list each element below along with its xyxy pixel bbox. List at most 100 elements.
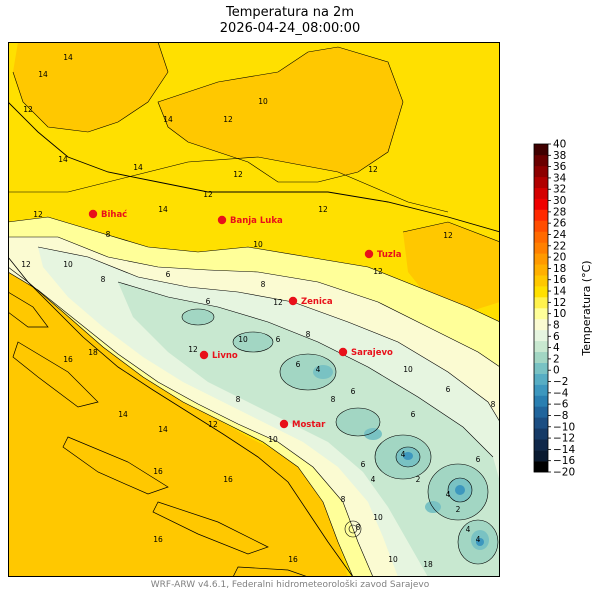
contour-label: 14 <box>133 163 143 172</box>
city-label: Sarajevo <box>351 348 393 358</box>
colorbar-tick-label: −2 <box>553 376 568 388</box>
contour-label: 12 <box>373 267 383 276</box>
city-marker <box>199 350 209 360</box>
colorbar-block <box>534 209 548 221</box>
contour-label: 4 <box>371 475 376 484</box>
contour-label: 14 <box>63 53 73 62</box>
colorbar-block <box>534 264 548 276</box>
colorbar-block <box>534 176 548 189</box>
contour-label: 12 <box>23 105 33 114</box>
colorbar-block <box>534 318 548 331</box>
contour-label: 18 <box>423 560 433 569</box>
colorbar-tick-label: −20 <box>553 467 575 479</box>
contour-label: 14 <box>58 155 68 164</box>
colorbar-block <box>534 395 548 407</box>
contour-label: 6 <box>206 297 211 306</box>
colorbar-tick-label: 10 <box>553 308 566 320</box>
colorbar-tick-label: −4 <box>553 387 569 399</box>
colorbar-tick-label: 28 <box>553 206 566 218</box>
city-label: Banja Luka <box>230 216 283 226</box>
contour-label: 4 <box>446 490 451 499</box>
contour-label: 8 <box>106 230 111 239</box>
city-marker <box>217 215 227 225</box>
credit-line: WRF-ARW v4.6.1, Federalni hidrometeorolo… <box>150 580 430 590</box>
colorbar-block <box>534 220 548 232</box>
contour-label: 16 <box>63 355 73 364</box>
colorbar-tick-label: 8 <box>553 319 560 331</box>
colorbar-label: Temperatura (°C) <box>580 260 593 356</box>
contour-label: 12 <box>33 210 43 219</box>
islands <box>8 291 309 577</box>
colorbar-block <box>534 198 548 210</box>
contour-label: 12 <box>273 298 283 307</box>
contour-label: 10 <box>238 335 248 344</box>
contour-label: 8 <box>491 400 496 409</box>
country-border <box>8 101 500 233</box>
contour-label: 14 <box>163 115 173 124</box>
contour-label: 14 <box>38 70 48 79</box>
city-marker <box>364 249 374 259</box>
city-marker <box>88 209 98 219</box>
contour-label: 12 <box>208 420 218 429</box>
contour-label: 4 <box>401 450 406 459</box>
colorbar-block <box>534 144 548 156</box>
contour-label: 8 <box>341 495 346 504</box>
contour-label: 16 <box>223 475 233 484</box>
city-marker <box>279 419 289 429</box>
contour-label: 8 <box>101 275 106 284</box>
coastline <box>8 256 354 577</box>
contour-label: 6 <box>351 387 356 396</box>
colorbar-tick-label: 2 <box>553 353 560 365</box>
temp-band-16-18-north2 <box>158 47 403 182</box>
contour-label: 18 <box>88 348 98 357</box>
city-label: Livno <box>212 351 238 361</box>
colorbar-tick-label: 12 <box>553 297 566 309</box>
contour-label: 10 <box>63 260 73 269</box>
contour-label: 4 <box>466 525 471 534</box>
colorbar-tick-label: 4 <box>553 342 560 354</box>
contour-label: 8 <box>331 395 336 404</box>
contour-label: 4 <box>476 535 481 544</box>
colorbar-tick-label: 20 <box>553 252 566 264</box>
colorbar-tick-label: 24 <box>553 229 567 241</box>
colorbar-tick-label: 36 <box>553 161 567 173</box>
contour-labels: 14 14 12 14 10 12 14 12 12 12 14 14 12 12 12 10 8 10 12 12 8… <box>21 53 495 569</box>
colorbar-block <box>534 450 548 462</box>
colorbar-tick-label: −10 <box>553 421 575 433</box>
contour-label: 12 <box>188 345 198 354</box>
contour-label: 6 <box>476 455 481 464</box>
colorbar-block <box>534 351 548 363</box>
contour-label: 14 <box>118 410 128 419</box>
colorbar-block <box>534 439 548 451</box>
colorbar-block <box>534 373 548 385</box>
colorbar-block <box>534 242 548 254</box>
contour-label: 2 <box>416 475 421 484</box>
contour-label: 2 <box>456 505 461 514</box>
temp-band-0-2 <box>403 452 484 546</box>
colorbar-tick-label: 18 <box>553 263 566 275</box>
colorbar-block <box>534 165 548 178</box>
colorbar-tick-label: 14 <box>553 286 567 298</box>
colorbar-block <box>534 253 548 265</box>
temperature-map: 14 14 12 14 10 12 14 12 12 12 14 14 12 12 12 10 8 10 12 12 8… <box>8 42 500 577</box>
colorbar-tick-label: −6 <box>553 399 569 411</box>
city-label: Mostar <box>292 420 326 430</box>
contour-label: 12 <box>443 231 453 240</box>
colorbar-block <box>534 308 548 320</box>
contour-label: 6 <box>361 460 366 469</box>
city-marker <box>338 347 348 357</box>
colorbar-block <box>534 187 548 199</box>
contour-label: 6 <box>296 360 301 369</box>
colorbar-tick-label: 22 <box>553 240 566 252</box>
colorbar-tick-label: 38 <box>553 150 566 162</box>
temp-band-6-8 <box>118 282 500 577</box>
colorbar-tick-label: 0 <box>553 365 560 377</box>
temp-band-16-18-east <box>403 222 500 312</box>
colorbar-tick-label: 40 <box>553 139 566 151</box>
contour-label: 4 <box>316 365 321 374</box>
contour-label: 12 <box>318 205 328 214</box>
colorbar-tick-label: −8 <box>553 410 568 422</box>
contour-label: 8 <box>306 330 311 339</box>
contour-label: 12 <box>233 170 243 179</box>
temp-band-16-18-coast <box>8 247 348 577</box>
